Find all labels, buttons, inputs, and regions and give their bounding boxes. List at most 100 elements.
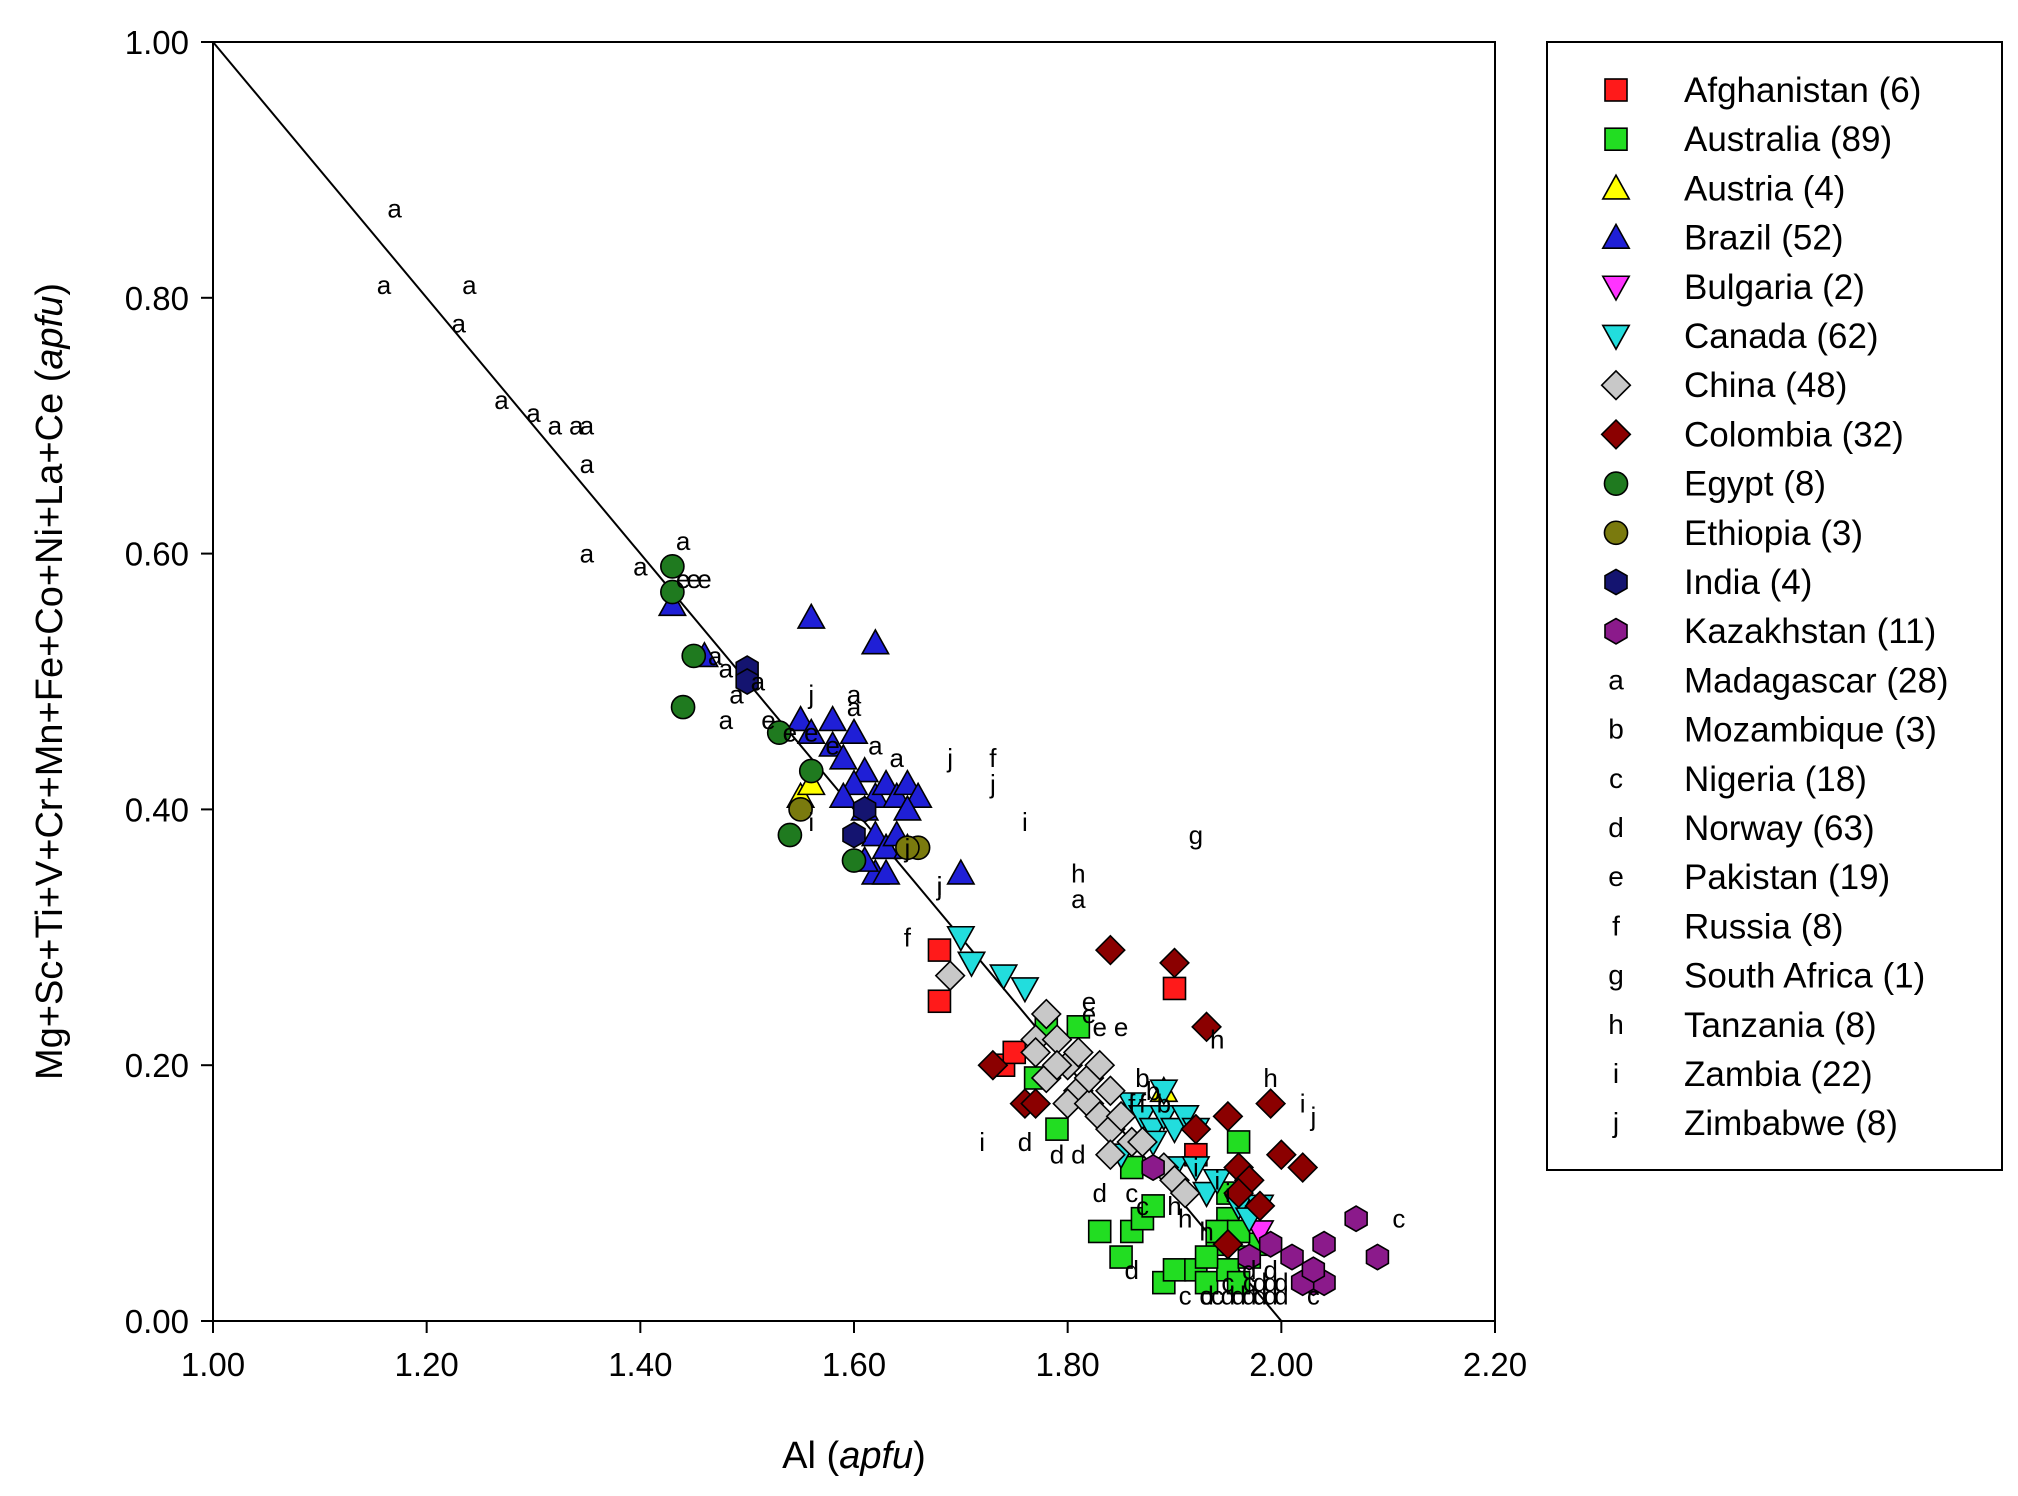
series-egypt xyxy=(660,554,867,873)
point-nigeria: c xyxy=(1307,1280,1320,1310)
point-madagascar: a xyxy=(580,449,595,479)
point-mozambique: b xyxy=(1157,1089,1171,1119)
legend: Afghanistan (6) Australia (89) Austria (4)… xyxy=(1546,41,2003,1171)
series-russia: fff f xyxy=(904,743,1147,1118)
legend-marker: i xyxy=(1613,1058,1619,1089)
point-kazakhstan xyxy=(1301,1256,1326,1284)
point-brazil xyxy=(892,794,922,821)
point-zambia: i xyxy=(808,807,814,837)
legend-label: Australia (89) xyxy=(1684,120,1892,159)
point-canada xyxy=(1117,1092,1147,1119)
point-colombia xyxy=(1265,1139,1297,1171)
point-india xyxy=(842,821,866,849)
point-madagascar: a xyxy=(729,679,744,709)
point-china xyxy=(1041,1049,1073,1081)
point-colombia xyxy=(1212,1228,1244,1260)
point-brazil xyxy=(860,628,890,655)
point-canada xyxy=(1010,977,1040,1004)
point-brazil xyxy=(882,781,912,808)
y-tick-label: 0.80 xyxy=(125,280,189,317)
legend-item-austria: Austria (4) xyxy=(1601,169,1845,208)
legend-item-colombia: Colombia (32) xyxy=(1600,415,1904,454)
legend-item-russia: f Russia (8) xyxy=(1612,907,1843,946)
point-canada xyxy=(946,925,976,953)
point-norway: d xyxy=(1050,1140,1064,1170)
point-colombia xyxy=(1255,1088,1287,1120)
legend-label: Austria (4) xyxy=(1684,169,1845,208)
point-zimbabwe: j xyxy=(936,871,943,901)
point-colombia xyxy=(1287,1152,1319,1183)
legend-item-madagascar: a Madagascar (28) xyxy=(1608,661,1948,700)
legend-item-egypt: Egypt (8) xyxy=(1603,465,1826,504)
point-egypt xyxy=(777,822,803,848)
legend-marker xyxy=(1601,222,1631,249)
point-colombia xyxy=(977,1049,1009,1081)
point-madagascar: a xyxy=(580,539,595,569)
point-brazil xyxy=(818,705,848,732)
legend-marker xyxy=(1601,173,1631,200)
y-tick-label: 1.00 xyxy=(125,24,189,61)
legend-item-pakistan: e Pakistan (19) xyxy=(1608,858,1890,897)
legend-item-india: India (4) xyxy=(1604,563,1812,602)
point-south-africa: g xyxy=(1189,820,1203,850)
point-india xyxy=(735,667,759,696)
point-pakistan: e xyxy=(761,705,775,735)
point-canada xyxy=(989,964,1019,991)
point-australia xyxy=(1109,1245,1133,1269)
point-canada xyxy=(1149,1105,1179,1132)
legend-box xyxy=(1546,41,2003,1171)
point-china xyxy=(1084,1049,1116,1081)
legend-label: Zimbabwe (8) xyxy=(1684,1104,1898,1143)
series-colombia xyxy=(977,934,1319,1260)
point-colombia xyxy=(1094,934,1126,966)
point-pakistan: e xyxy=(1082,999,1096,1029)
point-china xyxy=(1094,1075,1126,1107)
point-nigeria: c xyxy=(1392,1204,1405,1234)
series-kazakhstan xyxy=(1141,1153,1390,1297)
point-india xyxy=(852,795,877,823)
point-russia: f xyxy=(989,743,997,773)
point-brazil xyxy=(828,781,858,808)
point-zambia: i xyxy=(1022,807,1028,837)
x-tick-label: 1.00 xyxy=(181,1346,245,1383)
legend-label: Colombia (32) xyxy=(1684,415,1904,454)
point-australia xyxy=(1226,1130,1251,1154)
point-russia: f xyxy=(1128,1089,1136,1119)
point-tanzania: h xyxy=(1167,1191,1181,1221)
point-norway: d xyxy=(1263,1255,1277,1285)
point-norway: d xyxy=(1242,1280,1256,1310)
point-norway: d xyxy=(1253,1280,1267,1310)
point-pakistan: e xyxy=(783,718,797,748)
point-canada xyxy=(1191,1181,1222,1208)
point-egypt xyxy=(798,758,824,784)
y-axis-title-unit: apfu xyxy=(29,296,71,370)
legend-label: Ethiopia (3) xyxy=(1684,514,1863,553)
point-madagascar: a xyxy=(868,730,883,760)
point-russia: f xyxy=(904,922,912,952)
point-madagascar: a xyxy=(719,705,734,735)
point-nigeria: c xyxy=(1125,1178,1138,1208)
series-ethiopia xyxy=(788,797,931,861)
point-zimbabwe: j xyxy=(946,743,953,773)
legend-label: Bulgaria (2) xyxy=(1684,268,1865,307)
point-canada xyxy=(1202,1168,1232,1196)
legend-item-ethiopia: Ethiopia (3) xyxy=(1603,514,1863,553)
point-kazakhstan xyxy=(1365,1243,1390,1271)
legend-item-kazakhstan: Kazakhstan (11) xyxy=(1604,612,1936,651)
x-axis-title: Al (apfu) xyxy=(782,1435,926,1477)
y-tick-label: 0.40 xyxy=(125,791,189,828)
point-brazil xyxy=(796,717,826,745)
legend-marker: j xyxy=(1612,1107,1619,1138)
legend-marker xyxy=(1601,275,1631,302)
x-tick-label: 1.60 xyxy=(822,1346,886,1383)
point-nigeria: c xyxy=(1136,1191,1149,1221)
legend-marker xyxy=(1600,369,1632,401)
point-madagascar: a xyxy=(377,270,392,300)
point-norway: d xyxy=(1274,1268,1288,1298)
point-nigeria: c xyxy=(1200,1280,1213,1310)
legend-marker xyxy=(1604,78,1628,102)
legend-item-afghanistan: Afghanistan (6) xyxy=(1604,71,1921,110)
point-australia xyxy=(1162,1258,1187,1282)
point-china xyxy=(1052,1088,1084,1120)
